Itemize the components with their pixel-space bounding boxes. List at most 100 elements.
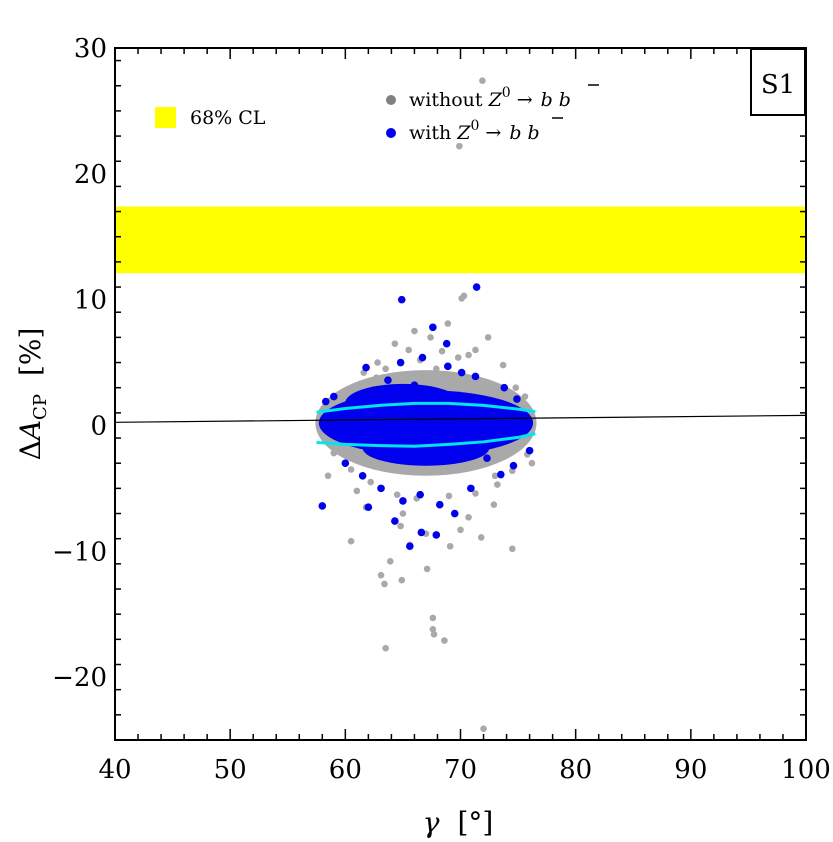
point-without-z0 [477,534,485,541]
point-without-z0 [381,580,388,588]
point-without-z0 [494,481,501,488]
point-without-z0 [480,725,487,732]
x-tick-label: 50 [214,755,247,785]
point-with-z0 [483,454,491,462]
point-without-z0 [373,374,380,381]
point-without-z0 [491,472,499,480]
point-without-z0 [472,346,479,354]
point-with-z0 [417,528,426,537]
y-tick-label: −20 [52,663,107,693]
point-with-z0 [450,509,459,518]
point-with-z0 [429,323,437,332]
point-without-z0 [324,472,332,480]
point-with-z0 [435,500,444,509]
point-with-z0 [442,339,451,348]
point-with-z0 [471,372,480,381]
point-without-z0 [430,631,438,638]
point-without-z0 [433,365,440,373]
point-without-z0 [438,347,446,355]
point-with-z0 [397,295,406,304]
dense-cluster-with-lower [362,430,490,466]
x-tick-label: 90 [674,755,707,785]
point-without-z0 [521,393,529,400]
point-without-z0 [423,565,431,573]
point-without-z0 [367,478,374,486]
point-without-z0 [397,522,404,530]
point-with-z0 [399,497,407,505]
point-with-z0 [362,363,370,372]
y-tick-label: 20 [74,160,107,190]
svg-text:ΔACP[%]: ΔACP[%] [14,328,51,461]
x-axis-title: γ [°] [423,806,494,839]
point-without-z0 [454,354,462,361]
point-without-z0 [351,384,358,392]
point-without-z0 [347,466,355,473]
point-without-z0 [398,576,406,584]
panel-label: S1 [761,70,795,100]
point-with-z0 [364,503,373,512]
point-with-z0 [444,362,452,371]
axis-tick-labels: 40 50 60 70 80 90 100 −20 −10 0 10 20 30 [52,34,831,785]
point-without-z0 [377,571,385,579]
x-tick-label: 100 [781,755,831,785]
x-tick-label: 40 [98,755,131,785]
legend-label-without: without Z0 → b b [409,85,571,111]
x-tick-label: 60 [329,755,362,785]
envelope-upper [316,401,536,414]
point-without-z0 [444,320,452,327]
point-with-z0 [321,397,330,406]
point-with-z0 [396,358,405,367]
point-with-z0 [391,517,399,525]
point-with-z0 [410,381,419,389]
point-with-z0 [418,353,427,362]
point-without-z0 [391,340,399,347]
plot-area [115,77,806,732]
point-without-z0 [446,542,454,550]
point-with-z0 [377,484,385,493]
band-legend: 68% CL [155,107,266,129]
point-without-z0 [393,491,401,498]
point-with-z0 [318,502,327,510]
point-with-z0 [457,368,466,377]
point-with-z0 [467,484,475,493]
point-with-z0 [384,376,392,384]
point-without-z0 [479,77,486,85]
point-without-z0 [386,558,394,565]
x-tick-label: 70 [444,755,477,785]
point-with-z0 [358,471,367,480]
point-without-z0 [472,490,479,497]
point-without-z0 [405,346,412,354]
x-tick-label: 80 [559,755,592,785]
point-without-z0 [429,625,437,633]
panel-label-box: S1 [750,48,806,116]
point-without-z0 [484,334,492,341]
y-axis-title: ΔACP[%] [14,328,51,461]
point-without-z0 [465,514,472,521]
confidence-band [115,206,806,274]
point-without-z0 [347,537,355,545]
point-with-z0 [330,392,338,401]
point-without-z0 [330,449,338,457]
point-without-z0 [382,365,389,373]
point-with-z0 [341,459,350,468]
point-without-z0 [399,510,407,517]
point-without-z0 [458,295,465,302]
y-tick-label: 30 [74,34,107,64]
point-with-z0 [406,542,414,551]
point-without-z0 [353,487,361,495]
point-without-z0 [441,637,448,644]
y-tick-label: −10 [52,537,107,567]
envelope-lower [316,432,536,448]
y-tick-label: 10 [74,286,107,316]
series-without-z0 [324,77,536,732]
point-with-z0 [513,395,521,403]
point-without-z0 [465,351,472,359]
point-with-z0 [370,386,378,395]
series-with-z0 [318,283,534,551]
legend-marker-with [386,128,396,138]
y-tick-label: 0 [90,411,107,441]
point-without-z0 [429,614,437,622]
point-without-z0 [427,334,434,341]
point-with-z0 [432,531,441,539]
